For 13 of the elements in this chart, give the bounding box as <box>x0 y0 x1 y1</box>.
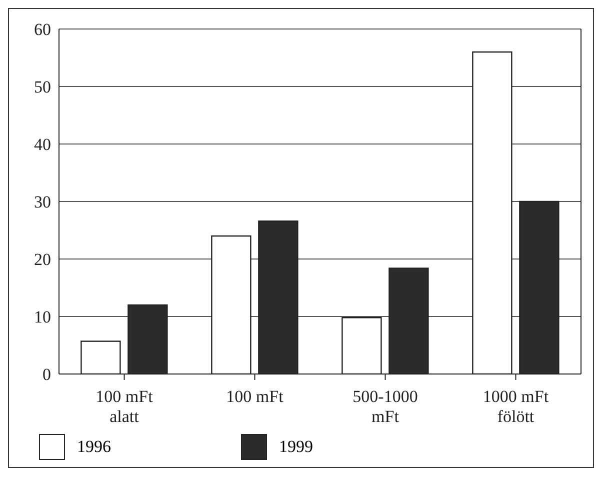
x-tick-label: 100 mFt alatt <box>96 387 154 426</box>
x-tick-label: 1000 mFt fölött <box>482 387 549 426</box>
y-tick-label: 0 <box>42 365 51 384</box>
y-tick-label: 40 <box>34 135 51 154</box>
x-tick-label: 500-1000 mFt <box>352 387 418 426</box>
y-tick-label: 30 <box>34 192 51 212</box>
legend-label: 1996 <box>77 437 111 457</box>
y-tick-label: 60 <box>34 20 51 40</box>
legend-label: 1999 <box>279 437 313 457</box>
y-tick-label: 10 <box>34 308 51 327</box>
y-tick-label: 20 <box>34 250 51 270</box>
y-tick-label: 50 <box>34 78 51 97</box>
x-tick-label: 100 mFt <box>226 387 284 406</box>
